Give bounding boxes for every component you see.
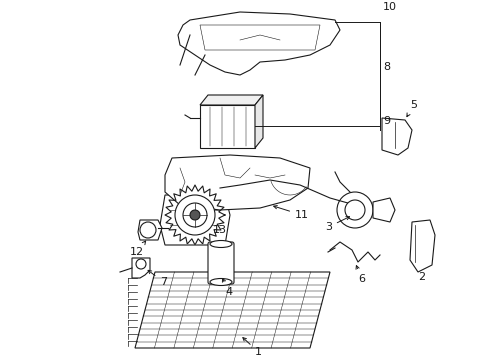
Polygon shape [178, 12, 340, 75]
Polygon shape [200, 95, 263, 105]
Polygon shape [135, 272, 330, 348]
Circle shape [140, 222, 156, 238]
Circle shape [136, 259, 146, 269]
Polygon shape [165, 155, 310, 210]
Polygon shape [382, 118, 412, 155]
Text: 4: 4 [222, 279, 232, 297]
Polygon shape [255, 95, 263, 148]
Text: 13: 13 [213, 225, 227, 235]
Text: 11: 11 [274, 206, 309, 220]
Polygon shape [160, 195, 230, 245]
Text: 10: 10 [383, 2, 397, 12]
Circle shape [337, 192, 373, 228]
Circle shape [175, 195, 215, 235]
Circle shape [345, 200, 365, 220]
Text: 6: 6 [356, 266, 365, 284]
Polygon shape [132, 258, 150, 278]
Text: 8: 8 [383, 62, 390, 72]
Polygon shape [200, 105, 255, 148]
Polygon shape [138, 220, 162, 240]
Text: 9: 9 [383, 116, 390, 126]
Ellipse shape [210, 240, 232, 248]
Text: 5: 5 [407, 100, 417, 117]
Text: 3: 3 [325, 217, 349, 232]
Polygon shape [410, 220, 435, 272]
Text: 2: 2 [418, 272, 425, 282]
FancyBboxPatch shape [208, 242, 234, 284]
Circle shape [190, 210, 200, 220]
Text: 7: 7 [148, 270, 167, 287]
Ellipse shape [210, 279, 232, 285]
Text: 12: 12 [130, 241, 146, 257]
Polygon shape [165, 185, 225, 245]
Text: 1: 1 [243, 338, 262, 357]
Circle shape [183, 203, 207, 227]
Polygon shape [373, 198, 395, 222]
